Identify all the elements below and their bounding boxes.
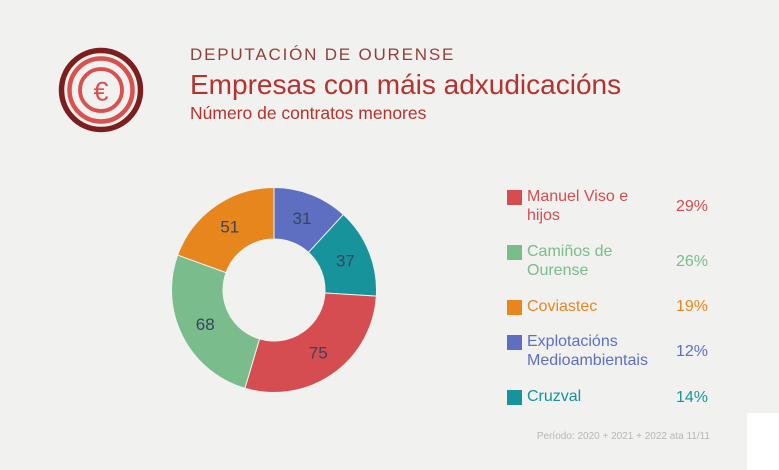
donut-slice-manuel-viso-e-hijos xyxy=(244,292,377,393)
legend-label: Camiños de Ourense xyxy=(527,242,613,279)
legend-item-caminos-de-ourense: Camiños de Ourense 26% xyxy=(507,243,708,281)
legend-item-coviastec: Coviastec 19% xyxy=(507,298,708,317)
legend-swatch xyxy=(507,390,522,406)
legend-item-cruzval: Cruzval 14% xyxy=(507,388,708,407)
slice-value-label: 68 xyxy=(196,315,215,334)
euro-glyph: € xyxy=(93,77,108,107)
legend-percentage: 19% xyxy=(675,297,708,315)
slice-value-label: 51 xyxy=(220,217,239,236)
period-note: Período: 2020 + 2021 + 2022 ata 11/11 xyxy=(536,431,710,442)
legend-swatch xyxy=(507,299,522,315)
page-background-corner xyxy=(747,413,779,470)
euro-icon-outer-ring xyxy=(58,47,144,133)
donut-slice-coviastec xyxy=(176,186,275,274)
legend-percentage: 29% xyxy=(675,197,708,215)
legend-percentage: 26% xyxy=(675,252,708,270)
legend-item-explotacions-medioambientais: Explotacións Medioambientais 12% xyxy=(507,333,708,371)
donut-chart: 31 37 75 68 51 xyxy=(171,186,377,393)
legend-label: Cruzval xyxy=(527,388,582,406)
legend-item-manuel-viso-e-hijos: Manuel Viso e hijos 29% xyxy=(507,188,708,226)
legend-swatch xyxy=(507,190,522,205)
slice-value-label: 31 xyxy=(293,209,312,228)
donut-slice-caminos-de-ourense xyxy=(171,254,261,389)
kicker: DEPUTACIÓN DE OURENSE xyxy=(190,45,456,64)
legend: Manuel Viso e hijos 29% Camiños de Ourense… xyxy=(507,188,708,407)
legend-swatch xyxy=(507,244,522,260)
slice-value-label: 75 xyxy=(309,344,328,363)
slice-value-label: 37 xyxy=(336,252,355,271)
page-title: Empresas con máis adxudicacións xyxy=(190,69,622,100)
legend-swatch xyxy=(507,335,522,351)
euro-icon-inner-ring xyxy=(78,67,124,113)
legend-percentage: 14% xyxy=(675,388,708,406)
euro-icon-middle-ring xyxy=(67,56,135,124)
header: DEPUTACIÓN DE OURENSE Empresas con máis … xyxy=(190,45,750,124)
legend-label: Manuel Viso e hijos xyxy=(527,188,629,224)
legend-label: Coviastec xyxy=(527,297,598,315)
subtitle: Número de contratos menores xyxy=(190,103,427,124)
legend-label: Explotacións Medioambientais xyxy=(527,333,648,370)
euro-icon: € xyxy=(58,47,144,133)
legend-percentage: 12% xyxy=(675,343,708,361)
